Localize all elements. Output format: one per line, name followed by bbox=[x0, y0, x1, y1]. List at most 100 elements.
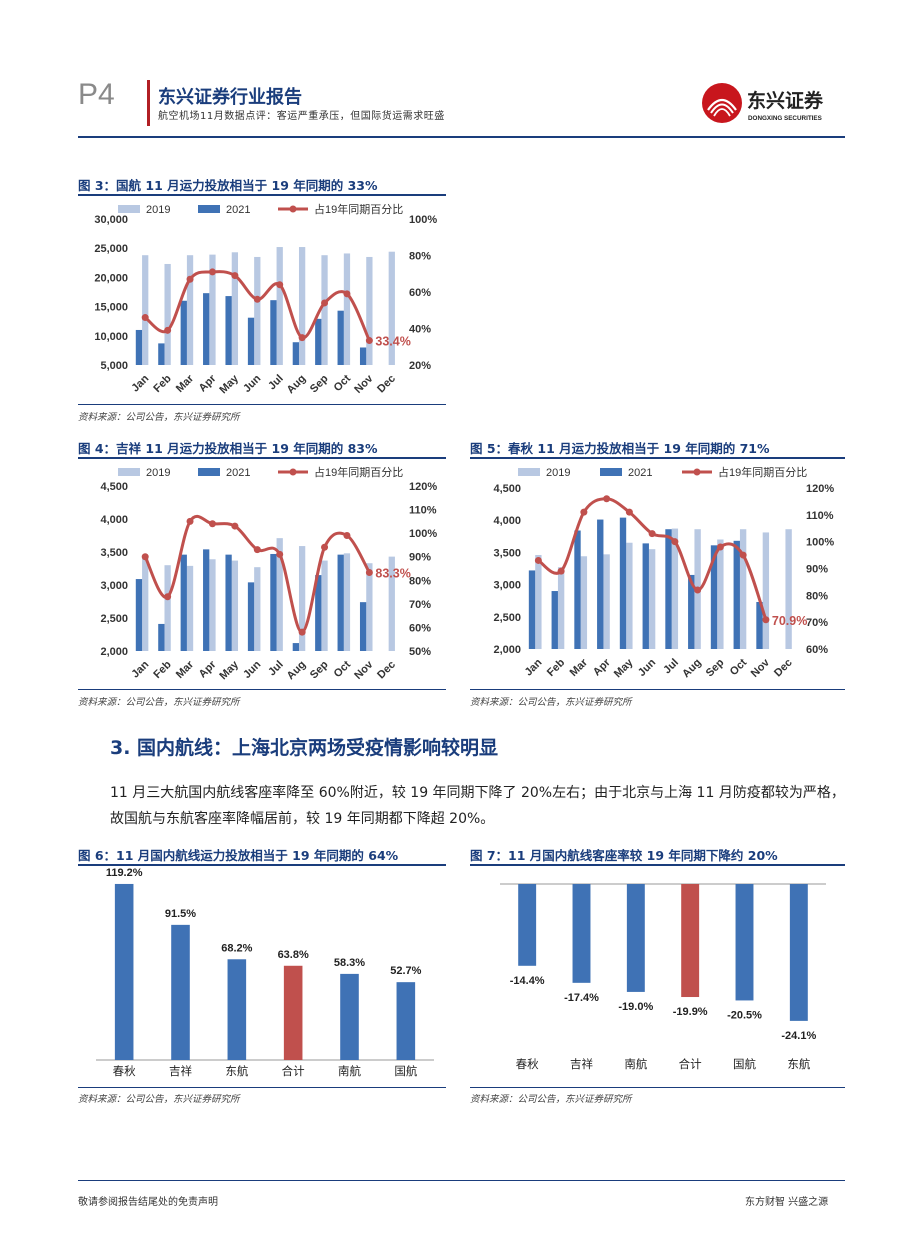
fig3-pct-point bbox=[298, 334, 306, 342]
fig3-bar-2019 bbox=[254, 256, 261, 365]
fig4-pct-point bbox=[186, 517, 194, 525]
fig7-value-label: -17.4% bbox=[564, 992, 599, 1004]
fig5-bar-2021 bbox=[551, 591, 558, 649]
fig5-xtick: Aug bbox=[680, 657, 704, 681]
fig4-xtick: Jul bbox=[266, 659, 286, 679]
report-subtitle: 航空机场11月数据点评：客运严重承压，但国际货运需求旺盛 bbox=[158, 111, 445, 122]
fig5-ytick: 2,500 bbox=[493, 612, 521, 624]
fig5-pct-point bbox=[671, 538, 679, 546]
fig4-xtick: Oct bbox=[332, 658, 354, 680]
fig5-legend-pct-marker bbox=[693, 468, 701, 476]
fig4-xtick: May bbox=[217, 658, 241, 682]
fig7-top-rule bbox=[470, 864, 845, 866]
fig3-y2tick: 20% bbox=[409, 360, 431, 372]
fig4-pct-point bbox=[343, 532, 351, 539]
fig6-xtick: 南航 bbox=[338, 1064, 361, 1078]
fig7-source: 资料来源：公司公告，东兴证券研究所 bbox=[470, 1094, 632, 1105]
fig7-value-label: -19.0% bbox=[618, 1001, 653, 1013]
fig6-value-label: 52.7% bbox=[390, 965, 421, 977]
fig4-y2tick: 100% bbox=[409, 528, 437, 540]
fig5-bottom-rule bbox=[470, 689, 845, 690]
fig7-xtick: 东航 bbox=[787, 1057, 810, 1071]
fig6-value-label: 63.8% bbox=[278, 949, 309, 961]
fig5-bar-2021 bbox=[574, 530, 581, 649]
logo-emblem-icon bbox=[702, 83, 742, 123]
fig3-bar-2021 bbox=[337, 310, 344, 365]
fig3-bar-2021 bbox=[292, 342, 299, 365]
fig3-bar-2021 bbox=[247, 317, 255, 365]
fig5-y2tick: 60% bbox=[806, 644, 828, 656]
fig4-bar-2019 bbox=[298, 546, 306, 651]
fig4-ytick: 2,500 bbox=[100, 613, 128, 625]
fig5-pct-point bbox=[739, 551, 747, 559]
fig4-pct-point bbox=[208, 520, 216, 528]
fig4-pct-point bbox=[141, 553, 149, 561]
fig3-ytick: 5,000 bbox=[100, 360, 128, 372]
fig6-bar bbox=[340, 973, 359, 1060]
fig3-pct-point bbox=[141, 314, 149, 322]
fig3-bar-2021 bbox=[359, 347, 367, 365]
fig3-xtick: Apr bbox=[197, 372, 219, 394]
page-number: P4 bbox=[78, 78, 115, 111]
logo-subtext: DONGXING SECURITIES bbox=[748, 115, 822, 122]
fig4-annotation: 83.3% bbox=[375, 567, 410, 581]
fig3-y2tick: 40% bbox=[409, 324, 431, 336]
fig7-value-label: -24.1% bbox=[781, 1030, 816, 1042]
fig3-ytick: 30,000 bbox=[94, 214, 128, 226]
fig5-bar-2021 bbox=[528, 570, 536, 649]
fig5-bar-2021 bbox=[756, 601, 763, 649]
fig4-bar-2019 bbox=[321, 560, 328, 651]
fig4-xtick: Sep bbox=[308, 658, 331, 681]
fig4-xtick: Apr bbox=[197, 658, 219, 680]
fig4-bar-2021 bbox=[180, 554, 187, 651]
fig4-bar-2021 bbox=[270, 553, 277, 651]
fig7-bar bbox=[518, 884, 537, 966]
fig4-bar-2021 bbox=[315, 575, 322, 651]
fig4-top-rule bbox=[78, 457, 446, 459]
fig4-source: 资料来源：公司公告，东兴证券研究所 bbox=[78, 697, 240, 708]
fig6-top-rule bbox=[78, 864, 446, 866]
fig5-bar-2021 bbox=[733, 540, 740, 649]
header-rule bbox=[78, 136, 845, 138]
fig4-y2tick: 90% bbox=[409, 552, 431, 564]
fig4-bar-2021 bbox=[135, 579, 143, 651]
fig7-xtick: 吉祥 bbox=[570, 1057, 593, 1071]
fig3-pct-point bbox=[208, 268, 216, 276]
fig3-bar-2019 bbox=[276, 247, 283, 365]
fig3-pct-point bbox=[321, 299, 329, 307]
fig6-value-label: 91.5% bbox=[165, 908, 196, 920]
fig3-bar-2019 bbox=[343, 253, 351, 365]
fig3-title: 图 3：国航 11 月运力投放相当于 19 年同期的 33% bbox=[78, 178, 378, 193]
fig6-bar bbox=[171, 924, 190, 1060]
fig4-pct-point bbox=[298, 628, 306, 636]
fig4-title: 图 4：吉祥 11 月运力投放相当于 19 年同期的 83% bbox=[78, 441, 378, 456]
fig5-bar-2021 bbox=[597, 519, 604, 649]
fig3-xtick: Nov bbox=[352, 372, 376, 396]
fig7-bar bbox=[789, 884, 808, 1021]
fig5-ytick: 4,500 bbox=[493, 483, 521, 495]
fig7-bar bbox=[572, 884, 591, 983]
fig4-legend-2019: 2019 bbox=[146, 467, 170, 479]
fig3-bar-2019 bbox=[142, 255, 149, 365]
fig5-bar-2019 bbox=[762, 532, 770, 649]
fig4-bar-2019 bbox=[231, 560, 239, 651]
fig4-y2tick: 110% bbox=[409, 505, 437, 517]
fig3-legend-pct: 占19年同期百分比 bbox=[314, 202, 403, 216]
fig5-bar-2019 bbox=[785, 529, 792, 649]
fig3-pct-point bbox=[343, 290, 351, 298]
fig6-xtick: 春秋 bbox=[113, 1064, 136, 1078]
fig4-legend-pct-marker bbox=[289, 468, 297, 476]
fig4-bar-2019 bbox=[164, 565, 171, 651]
fig5-y2tick: 90% bbox=[806, 564, 828, 576]
fig5-source: 资料来源：公司公告，东兴证券研究所 bbox=[470, 697, 632, 708]
fig4-ytick: 4,000 bbox=[100, 514, 128, 526]
fig3-pct-point bbox=[231, 272, 239, 280]
fig5-bar-2019 bbox=[535, 554, 542, 649]
fig5-legend-2019-swatch bbox=[518, 468, 540, 476]
fig5-y2tick: 70% bbox=[806, 617, 828, 629]
fig3-y2tick: 60% bbox=[409, 287, 431, 299]
fig3-pct-point bbox=[276, 281, 284, 289]
fig5-title: 图 5：春秋 11 月运力投放相当于 19 年同期的 71% bbox=[470, 441, 770, 456]
fig5-legend-2021: 2021 bbox=[628, 467, 652, 479]
fig4-bar-2021 bbox=[247, 582, 255, 651]
